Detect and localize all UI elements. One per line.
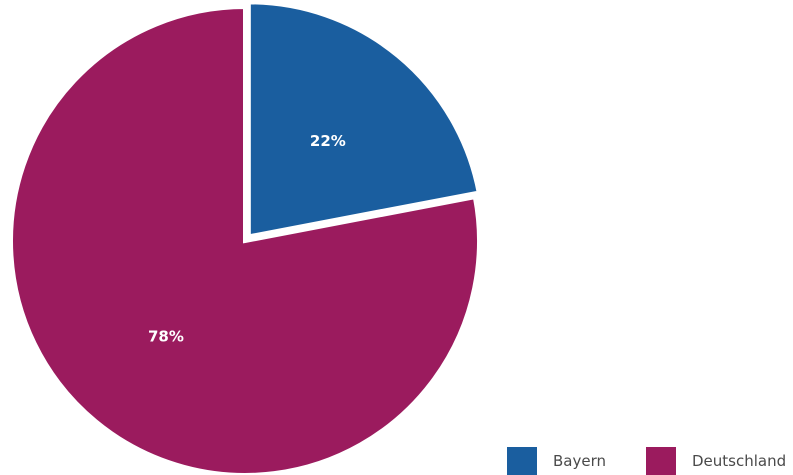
legend: Bayern Deutschland — [507, 447, 786, 475]
legend-label-bayern: Bayern — [553, 452, 606, 470]
legend-swatch-bayern — [507, 447, 537, 475]
pie-slice-bayern — [246, 0, 482, 239]
pie-slice-deutschland — [9, 4, 481, 474]
legend-label-deutschland: Deutschland — [692, 452, 787, 470]
legend-item-deutschland: Deutschland — [646, 447, 786, 475]
slice-label-bayern: 22% — [310, 132, 346, 150]
legend-item-bayern: Bayern — [507, 447, 606, 475]
slice-label-deutschland: 78% — [148, 328, 184, 346]
legend-swatch-deutschland — [646, 447, 676, 475]
